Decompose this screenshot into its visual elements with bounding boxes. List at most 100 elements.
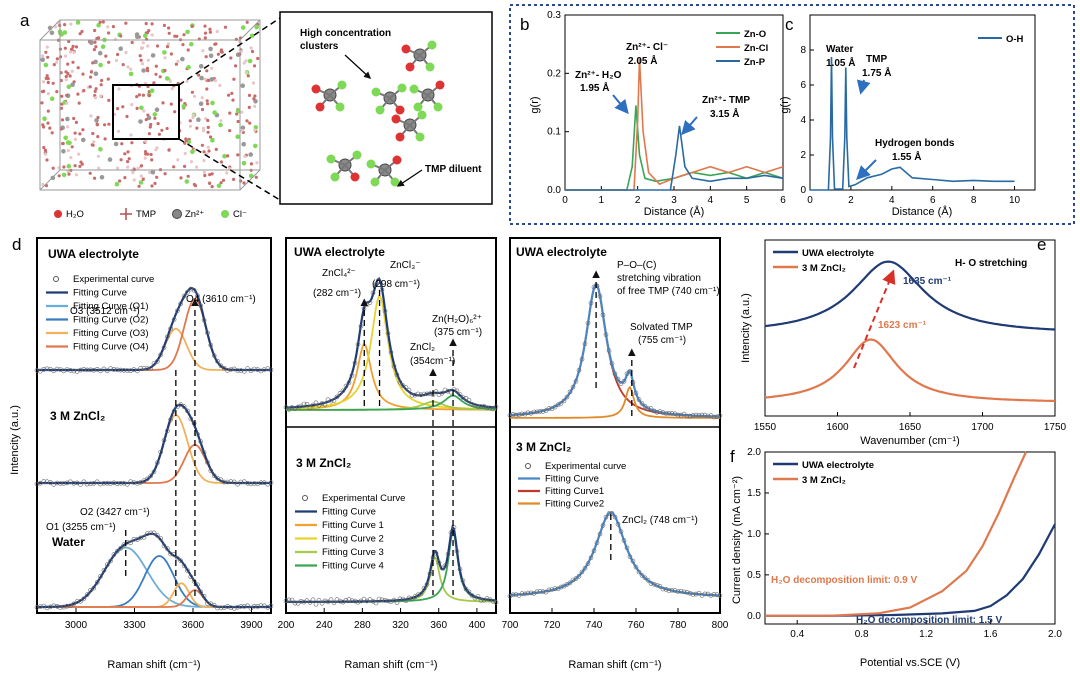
d1-label-water: Water bbox=[52, 535, 85, 549]
md-atom bbox=[68, 50, 73, 54]
c-xlabel: Distance (Å) bbox=[892, 205, 953, 218]
experimental-point bbox=[684, 413, 690, 419]
panel-a-legend: H₂O TMP Zn²⁺ Cl⁻ bbox=[54, 208, 247, 220]
md-atom bbox=[76, 66, 80, 70]
md-atom bbox=[163, 172, 167, 176]
md-atom bbox=[135, 95, 139, 99]
experimental-point bbox=[424, 391, 430, 397]
experimental-point bbox=[258, 480, 264, 486]
experimental-point bbox=[427, 391, 433, 397]
ligand-atom bbox=[405, 62, 415, 72]
experimental-point bbox=[88, 587, 93, 593]
md-atom bbox=[103, 123, 107, 127]
md-atom bbox=[249, 33, 255, 39]
md-atom bbox=[146, 115, 152, 121]
experimental-point bbox=[409, 596, 415, 602]
md-atom bbox=[138, 54, 142, 58]
experimental-point bbox=[101, 480, 107, 486]
experimental-point bbox=[543, 589, 549, 595]
experimental-point bbox=[442, 563, 448, 569]
experimental-point bbox=[68, 368, 73, 373]
md-atom bbox=[62, 165, 66, 169]
legend-label: Fitting Curve 3 bbox=[322, 547, 384, 558]
md-atom bbox=[65, 140, 71, 145]
md-atom bbox=[164, 76, 170, 81]
experimental-point bbox=[513, 592, 519, 597]
experimental-point bbox=[71, 480, 77, 486]
md-atom bbox=[240, 110, 244, 114]
md-atom bbox=[200, 96, 204, 100]
md-atom bbox=[228, 167, 232, 171]
md-atom bbox=[146, 69, 150, 73]
c-legend-label: O-H bbox=[1006, 34, 1024, 45]
experimental-point bbox=[382, 308, 388, 314]
experimental-point bbox=[391, 597, 397, 603]
md-atom bbox=[183, 151, 187, 156]
experimental-point bbox=[594, 540, 600, 546]
f-ann-zncl2: H₂O decomposition limit: 0.9 V bbox=[771, 575, 917, 586]
d3-ann-5: (755 cm⁻¹) bbox=[638, 335, 686, 346]
experimental-point bbox=[376, 596, 382, 602]
experimental-point bbox=[98, 574, 103, 579]
md-atom bbox=[116, 107, 120, 111]
experimental-point bbox=[128, 540, 133, 546]
experimental-point bbox=[648, 581, 654, 586]
legend-label: Fitting Curve (O4) bbox=[73, 342, 149, 353]
panel-d-raman: Intencity (a.u.) 3000 3300 3600 3900 Raman … bbox=[9, 237, 729, 671]
md-atom bbox=[242, 61, 246, 65]
x-tick-label: 1.6 bbox=[984, 629, 998, 640]
md-atom bbox=[66, 163, 72, 169]
experimental-point bbox=[385, 330, 391, 336]
md-atom bbox=[208, 30, 212, 34]
x-tick-label: 1600 bbox=[826, 422, 849, 433]
md-atom bbox=[117, 87, 121, 91]
md-atom bbox=[223, 25, 228, 29]
f-series bbox=[765, 451, 1027, 617]
md-atom bbox=[107, 31, 111, 35]
md-atom bbox=[214, 147, 218, 151]
md-atom bbox=[210, 100, 215, 106]
experimental-point bbox=[639, 401, 645, 406]
md-atom bbox=[153, 116, 157, 120]
md-atom bbox=[49, 96, 55, 101]
ligand-atom bbox=[335, 102, 345, 112]
e-legend-label: 3 M ZnCl₂ bbox=[802, 263, 846, 274]
experimental-point bbox=[406, 595, 412, 601]
md-atom bbox=[253, 104, 257, 108]
experimental-point bbox=[252, 366, 257, 372]
x-tick-label: 6 bbox=[930, 195, 936, 206]
md-atom bbox=[96, 154, 100, 158]
experimental-point bbox=[478, 597, 484, 603]
md-atom bbox=[185, 29, 190, 35]
md-atom bbox=[55, 60, 59, 64]
experimental-point bbox=[245, 603, 250, 609]
experimental-point bbox=[693, 412, 699, 418]
md-atom bbox=[140, 62, 144, 66]
md-atom bbox=[82, 88, 86, 93]
md-atom bbox=[155, 175, 159, 179]
md-atom bbox=[67, 172, 71, 176]
legend-h2o-icon bbox=[54, 210, 62, 218]
experimental-point bbox=[513, 412, 519, 418]
experimental-point bbox=[128, 368, 133, 374]
md-atom bbox=[119, 34, 123, 38]
experimental-point bbox=[108, 558, 113, 564]
experimental-point bbox=[307, 600, 313, 605]
experimental-point bbox=[337, 598, 343, 604]
experimental-point bbox=[609, 511, 615, 516]
md-atom bbox=[63, 135, 68, 141]
md-atom bbox=[143, 156, 147, 160]
experimental-point bbox=[436, 560, 442, 565]
md-atom bbox=[101, 20, 105, 24]
md-atom bbox=[59, 55, 63, 59]
experimental-point bbox=[528, 590, 534, 596]
md-atom bbox=[98, 147, 103, 152]
experimental-point bbox=[540, 409, 546, 414]
c-series-O-H bbox=[810, 56, 1015, 191]
y-tick-label: 8 bbox=[800, 45, 806, 56]
d3-ann-6: ZnCl₂ (748 cm⁻¹) bbox=[622, 515, 698, 526]
legend-marker bbox=[525, 463, 531, 469]
md-atom bbox=[202, 170, 206, 174]
md-atom bbox=[205, 99, 209, 103]
experimental-point bbox=[421, 391, 427, 397]
